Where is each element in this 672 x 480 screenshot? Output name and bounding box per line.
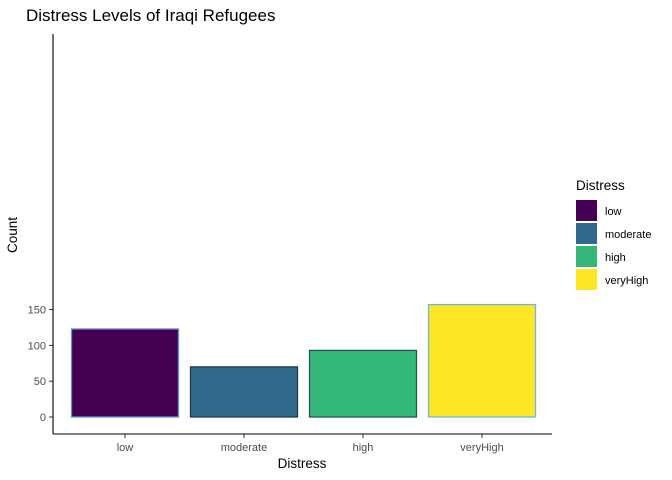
y-axis-title: Count <box>5 217 20 253</box>
legend-label-moderate: moderate <box>605 229 651 241</box>
y-axis-ticks: 0 50 100 150 <box>28 305 53 424</box>
x-tick-label-low: low <box>117 442 134 454</box>
bar-veryHigh <box>427 303 537 418</box>
y-tick-label: 100 <box>28 340 46 352</box>
y-tick-label: 50 <box>34 376 46 388</box>
x-tick-label-high: high <box>353 442 374 454</box>
x-tick-label-veryHigh: veryHigh <box>460 442 503 454</box>
legend-title: Distress <box>576 178 625 193</box>
legend-swatch-high <box>576 246 597 267</box>
bar-moderate <box>189 366 299 418</box>
legend-label-low: low <box>605 206 622 218</box>
y-tick-label: 150 <box>28 305 46 317</box>
legend-swatch-low <box>576 200 597 221</box>
bar-high <box>308 349 418 418</box>
bars-group <box>70 303 537 418</box>
legend-swatch-veryHigh <box>576 269 597 290</box>
legend: Distress low moderate high veryHigh <box>576 178 651 290</box>
x-tick-label-moderate: moderate <box>221 442 267 454</box>
x-axis-ticks: low moderate high veryHigh <box>117 434 504 454</box>
x-axis-title: Distress <box>278 456 327 471</box>
legend-swatch-moderate <box>576 223 597 244</box>
bar-low <box>70 328 180 418</box>
chart-title: Distress Levels of Iraqi Refugees <box>26 6 275 25</box>
y-tick-label: 0 <box>40 412 46 424</box>
legend-label-high: high <box>605 252 626 264</box>
legend-label-veryHigh: veryHigh <box>605 275 648 287</box>
